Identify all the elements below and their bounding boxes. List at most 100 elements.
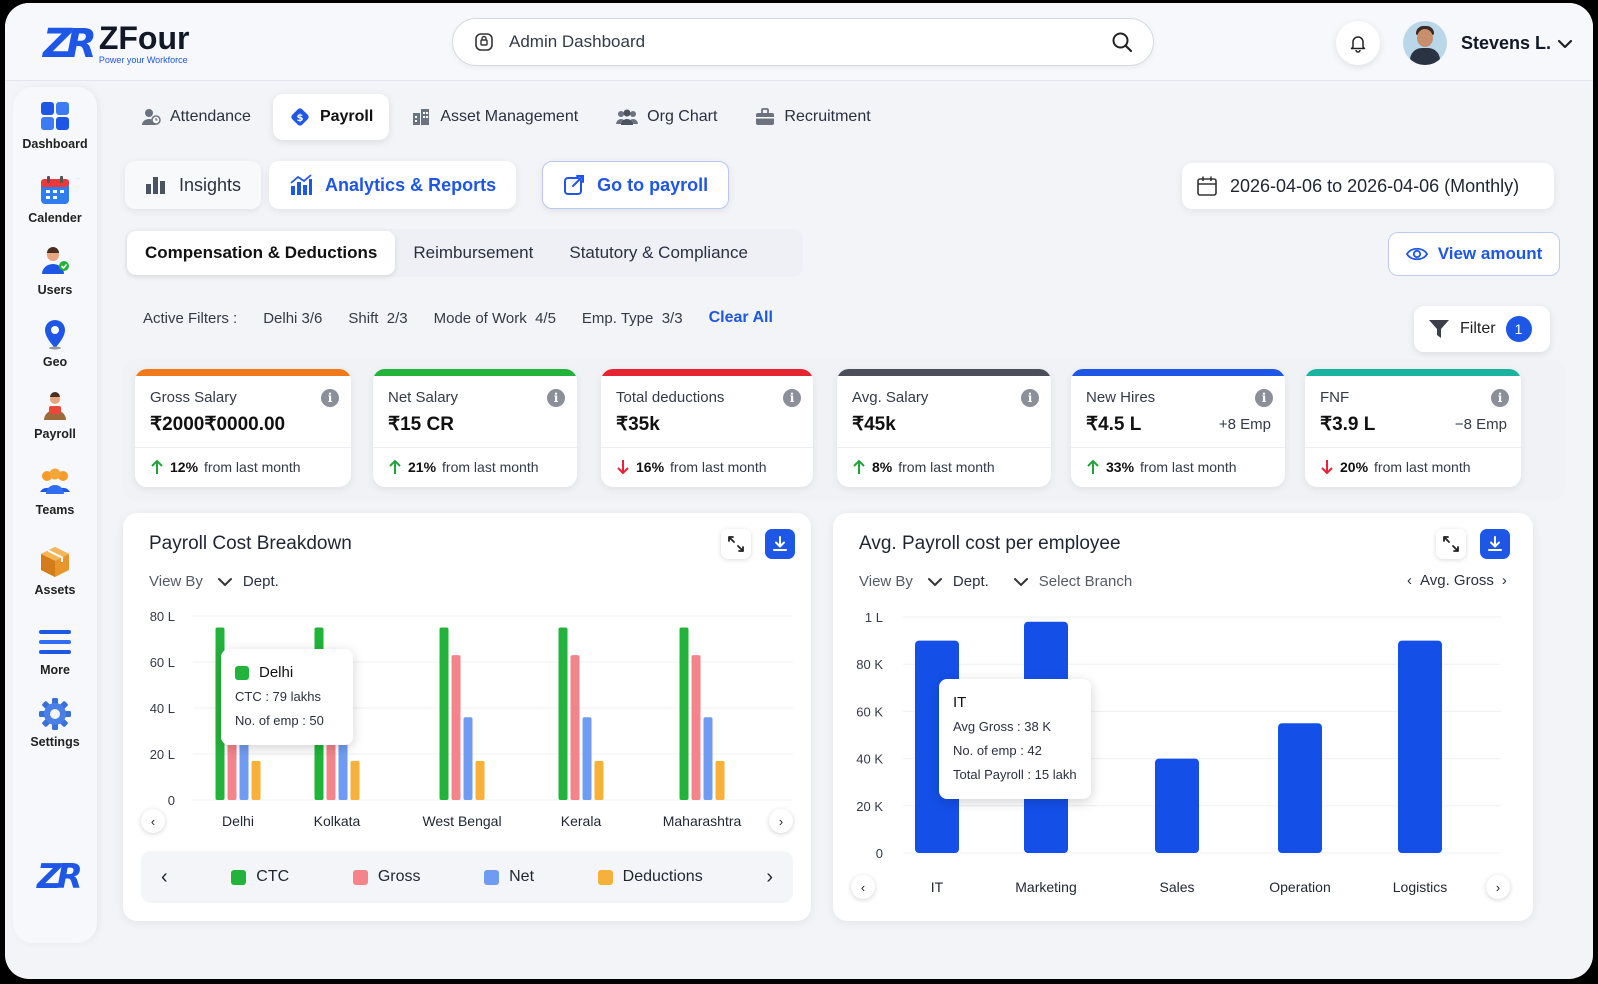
funnel-icon <box>1428 318 1450 340</box>
branch-dropdown[interactable]: Select Branch <box>1013 573 1132 590</box>
chart-next-button[interactable]: › <box>1486 875 1510 899</box>
legend-next-icon[interactable]: › <box>766 865 773 888</box>
sidebar-item-teams[interactable]: Teams <box>13 465 97 517</box>
search-bar[interactable]: Admin Dashboard <box>452 18 1154 66</box>
bar-deductions <box>594 760 604 800</box>
info-icon[interactable]: i <box>1491 389 1509 407</box>
calendar-icon <box>38 173 72 207</box>
metric-label: Avg. Gross <box>1420 572 1494 589</box>
info-icon[interactable]: i <box>1255 389 1273 407</box>
bar-deductions <box>350 760 360 800</box>
clear-all-link[interactable]: Clear All <box>708 309 773 326</box>
expand-icon[interactable] <box>721 529 751 559</box>
view-tabs: Insights Analytics & Reports Go to payro… <box>125 161 730 209</box>
date-range-picker[interactable]: 2026-04-06 to 2026-04-06 (Monthly) <box>1182 163 1554 209</box>
legend-item-net[interactable]: Net <box>484 868 534 886</box>
chart-prev-button[interactable]: ‹ <box>141 809 165 833</box>
tooltip-line: Total Payroll : 15 lakh <box>953 767 1077 782</box>
view-amount-button[interactable]: View amount <box>1388 232 1560 276</box>
kpi-card: New Hires i ₹4.5 L +8 Emp 33% from last month <box>1071 369 1285 487</box>
info-icon[interactable]: i <box>783 389 801 407</box>
tab-reimbursement[interactable]: Reimbursement <box>413 243 534 262</box>
filter-chip[interactable]: Shift 2/3 <box>348 309 408 327</box>
chart-next-button[interactable]: › <box>769 809 793 833</box>
x-tick-label: Operation <box>1269 879 1330 895</box>
info-icon[interactable]: i <box>547 389 565 407</box>
tab-recruitment[interactable]: Recruitment <box>739 94 886 140</box>
dept-dropdown[interactable]: Dept. <box>217 573 279 590</box>
kpi-card: Avg. Salary i ₹45k 8% from last month <box>837 369 1051 487</box>
sidebar-item-assets[interactable]: Assets <box>13 545 97 597</box>
kpi-change: 21% from last month <box>388 459 539 475</box>
app-tagline: Power your Workforce <box>98 55 188 65</box>
user-menu[interactable]: Stevens L. <box>1461 33 1573 54</box>
y-tick-label: 1 L <box>865 610 883 625</box>
legend-prev-icon[interactable]: ‹ <box>161 865 168 888</box>
arrow-up-icon <box>1087 459 1099 474</box>
bar-deductions <box>475 760 485 800</box>
tab-compensation-deductions[interactable]: Compensation & Deductions <box>127 231 396 275</box>
sidebar-item-geo[interactable]: Geo <box>13 317 97 369</box>
arrow-up-icon <box>151 459 163 474</box>
bar-ctc <box>679 627 689 800</box>
kpi-label: New Hires <box>1086 389 1156 406</box>
sidebar-item-payroll[interactable]: Payroll <box>13 389 97 441</box>
legend-item-gross[interactable]: Gross <box>352 868 420 886</box>
sidebar-item-more[interactable]: More <box>13 625 97 677</box>
kpi-label: Gross Salary <box>150 389 237 406</box>
map-pin-icon <box>38 317 72 351</box>
filter-button[interactable]: Filter 1 <box>1414 306 1550 352</box>
sidebar-item-settings[interactable]: Settings <box>13 697 97 749</box>
legend-item-ctc[interactable]: CTC <box>231 868 289 886</box>
x-tick-label: Kerala <box>561 813 602 829</box>
tab-payroll[interactable]: $ Payroll <box>272 94 390 140</box>
tab-org-chart[interactable]: Org Chart <box>600 94 733 140</box>
tab-statutory-compliance[interactable]: Statutory & Compliance <box>569 243 748 262</box>
sidebar: Dashboard Calender Users Geo Payroll Tea… <box>13 87 97 943</box>
chart-prev-button[interactable]: ‹ <box>851 875 875 899</box>
app-logo[interactable]: ZR ZFour Power your Workforce <box>43 21 189 67</box>
kpi-value: ₹35k <box>616 414 660 435</box>
filter-chip[interactable]: Emp. Type 3/3 <box>581 309 683 327</box>
sidebar-label: Payroll <box>34 427 76 441</box>
tab-asset-management[interactable]: Asset Management <box>395 94 594 140</box>
y-tick-label: 20 K <box>856 799 883 814</box>
bar <box>1278 723 1322 853</box>
tab-attendance[interactable]: Attendance <box>125 94 267 140</box>
kpi-extra: +8 Emp <box>1218 416 1271 433</box>
download-icon[interactable] <box>1480 529 1510 559</box>
legend-item-deductions[interactable]: Deductions <box>597 868 703 886</box>
go-to-payroll-button[interactable]: Go to payroll <box>542 161 730 209</box>
info-icon[interactable]: i <box>321 389 339 407</box>
payroll-cost-breakdown-panel: Payroll Cost Breakdown View By Dept. 0 20… <box>123 513 811 921</box>
tab-label: Analytics & Reports <box>325 174 497 195</box>
kpi-change: 20% from last month <box>1320 459 1471 475</box>
kpi-card: FNF i ₹3.9 L −8 Emp 20% from last month <box>1305 369 1521 487</box>
kpi-value: ₹3.9 L <box>1320 414 1376 435</box>
sidebar-item-users[interactable]: Users <box>13 245 97 297</box>
filter-chip[interactable]: Delhi 3/6 <box>263 309 323 327</box>
category-tabs: Compensation & Deductions Reimbursement … <box>125 229 803 277</box>
expand-icon[interactable] <box>1436 529 1466 559</box>
y-tick-label: 80 L <box>150 609 175 624</box>
metric-switcher[interactable]: ‹ Avg. Gross › <box>1407 572 1507 589</box>
avatar[interactable] <box>1403 21 1447 65</box>
info-icon[interactable]: i <box>1021 389 1039 407</box>
search-input[interactable]: Admin Dashboard <box>509 32 646 51</box>
tab-analytics-reports[interactable]: Analytics & Reports <box>269 161 517 209</box>
tab-insights[interactable]: Insights <box>125 161 262 209</box>
sidebar-item-dashboard[interactable]: Dashboard <box>13 99 97 151</box>
x-tick-label: IT <box>931 879 944 895</box>
menu-icon <box>38 625 72 659</box>
notification-bell-icon[interactable] <box>1336 21 1380 65</box>
filter-chip[interactable]: Mode of Work 4/5 <box>433 309 556 327</box>
y-tick-label: 60 L <box>150 655 175 670</box>
sidebar-item-calender[interactable]: Calender <box>13 173 97 225</box>
bar-net <box>703 717 713 800</box>
arrow-down-icon <box>617 460 629 475</box>
sidebar-label: Dashboard <box>22 137 88 151</box>
download-icon[interactable] <box>765 529 795 559</box>
dept-dropdown[interactable]: Dept. <box>927 573 989 590</box>
search-icon[interactable] <box>1111 31 1133 53</box>
payroll-cost-chart: 0 20 L 40 L 60 L 80 L Delhi Kolkata West Bengal… <box>123 513 811 921</box>
